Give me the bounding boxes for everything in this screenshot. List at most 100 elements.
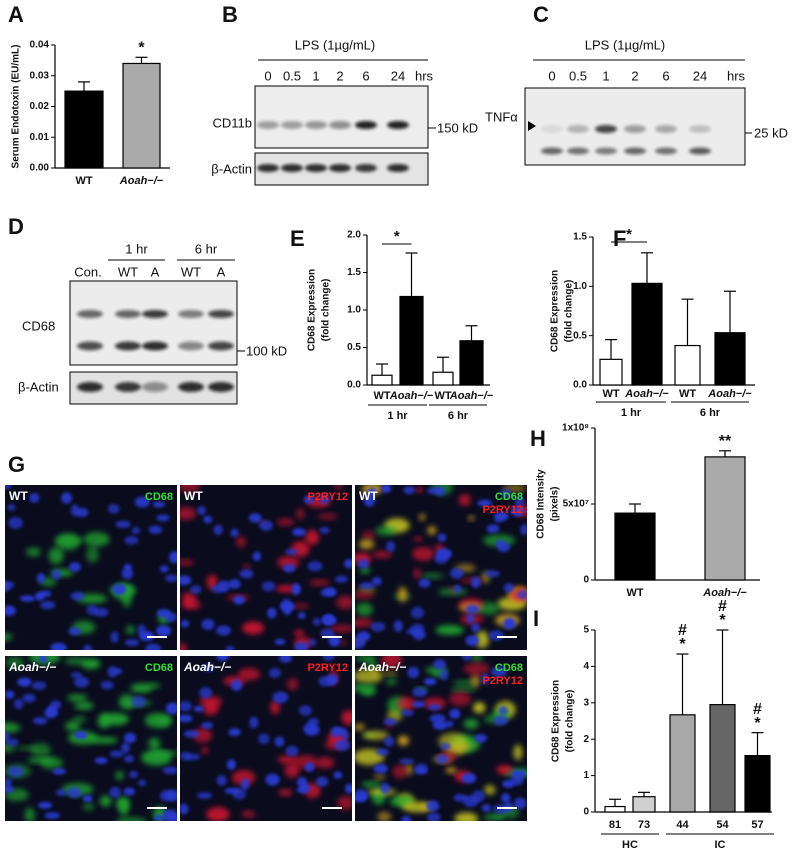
nucleus: [265, 773, 280, 786]
significance-mark: *: [679, 636, 686, 653]
micrograph: WT CD68: [5, 485, 177, 650]
nucleus: [384, 736, 395, 747]
nucleus: [232, 788, 247, 800]
significance-mark: *: [719, 612, 726, 629]
nucleus: [6, 738, 19, 747]
group-label: 6 hr: [448, 410, 469, 422]
blot-band: [115, 310, 141, 318]
micrograph-content: [355, 485, 527, 650]
nucleus: [285, 745, 299, 757]
blot-band: [355, 121, 377, 129]
lane-unit: hrs: [727, 68, 746, 83]
p2ry12-signal: [334, 485, 343, 490]
nucleus: [40, 600, 56, 610]
panel-label: D: [8, 214, 24, 239]
nucleus: [134, 496, 151, 508]
nucleus: [440, 742, 451, 751]
nucleus: [424, 678, 437, 686]
nucleus: [436, 754, 449, 764]
p2ry12-signal: [468, 515, 475, 521]
channel-label: P2RY12: [307, 662, 348, 674]
nucleus: [123, 732, 137, 744]
nucleus: [109, 750, 125, 758]
significance-mark: #: [753, 701, 762, 718]
cd68-signal: [470, 656, 483, 662]
nucleus: [44, 812, 61, 819]
nucleus: [61, 492, 72, 504]
nucleus: [107, 504, 120, 514]
nucleus: [517, 590, 527, 600]
p2ry12-signal: [309, 579, 331, 586]
nucleus: [330, 726, 341, 738]
micrograph: WT P2RY12: [180, 485, 352, 650]
nucleus: [86, 604, 98, 616]
nucleus: [5, 785, 14, 794]
x-tick-label: WT: [602, 388, 619, 400]
nucleus: [320, 628, 335, 638]
nucleus: [19, 595, 36, 602]
nucleus: [285, 548, 299, 555]
bar: [604, 805, 626, 813]
nucleus: [230, 528, 239, 537]
nucleus: [240, 778, 250, 790]
nucleus: [131, 526, 140, 535]
nucleus: [162, 809, 177, 820]
nucleus: [159, 565, 169, 573]
p2ry12-signal: [291, 603, 310, 609]
p2ry12-signal: [358, 538, 375, 550]
blot-band: [208, 382, 234, 392]
p2ry12-signal: [276, 518, 295, 526]
cd68-signal: [119, 800, 129, 817]
nucleus: [514, 496, 525, 507]
cd68-signal: [118, 694, 136, 710]
cd68-signal: [484, 784, 496, 795]
p2ry12-signal: [361, 531, 376, 539]
nucleus: [36, 572, 46, 584]
cd68-signal: [362, 730, 389, 740]
row-label: TNFα: [485, 109, 518, 124]
nucleus: [70, 591, 85, 601]
nucleus: [381, 485, 392, 493]
nucleus: [355, 638, 365, 649]
cd68-signal: [73, 716, 87, 722]
condition-label: 1 hr: [125, 241, 148, 256]
y-tick-label: 0.0: [573, 380, 587, 391]
cd68-signal: [26, 547, 41, 557]
nucleus: [203, 663, 214, 672]
blot-band: [178, 382, 204, 392]
blot-band: [178, 341, 204, 351]
p2ry12-signal: [371, 668, 378, 676]
nucleus: [239, 569, 254, 579]
y-tick-label: 1.5: [347, 267, 361, 278]
nucleus: [83, 644, 92, 650]
nucleus: [373, 763, 388, 774]
nucleus: [514, 797, 527, 810]
nucleus: [401, 709, 414, 717]
nucleus: [380, 782, 391, 795]
error-bar: [724, 290, 736, 333]
nucleus: [461, 656, 472, 661]
nucleus: [445, 720, 454, 728]
p2ry12-signal: [427, 526, 437, 535]
nucleus: [131, 695, 146, 708]
cd68-signal: [366, 656, 377, 670]
blot-band: [142, 310, 168, 318]
p2ry12-signal: [232, 770, 256, 786]
blot-band: [624, 125, 646, 133]
nucleus: [203, 515, 213, 524]
blot-band: [281, 121, 303, 129]
nucleus: [13, 698, 24, 710]
nucleus: [333, 771, 343, 779]
nucleus: [283, 563, 296, 573]
micrograph: Aoah−/− P2RY12: [180, 656, 352, 821]
nucleus: [497, 541, 510, 553]
nucleus: [259, 520, 273, 531]
p2ry12-signal: [392, 764, 407, 779]
nucleus: [434, 553, 449, 564]
nucleus: [74, 731, 88, 739]
channel-label: P2RY12: [307, 491, 348, 503]
nucleus: [44, 707, 57, 719]
nucleus: [334, 739, 351, 751]
